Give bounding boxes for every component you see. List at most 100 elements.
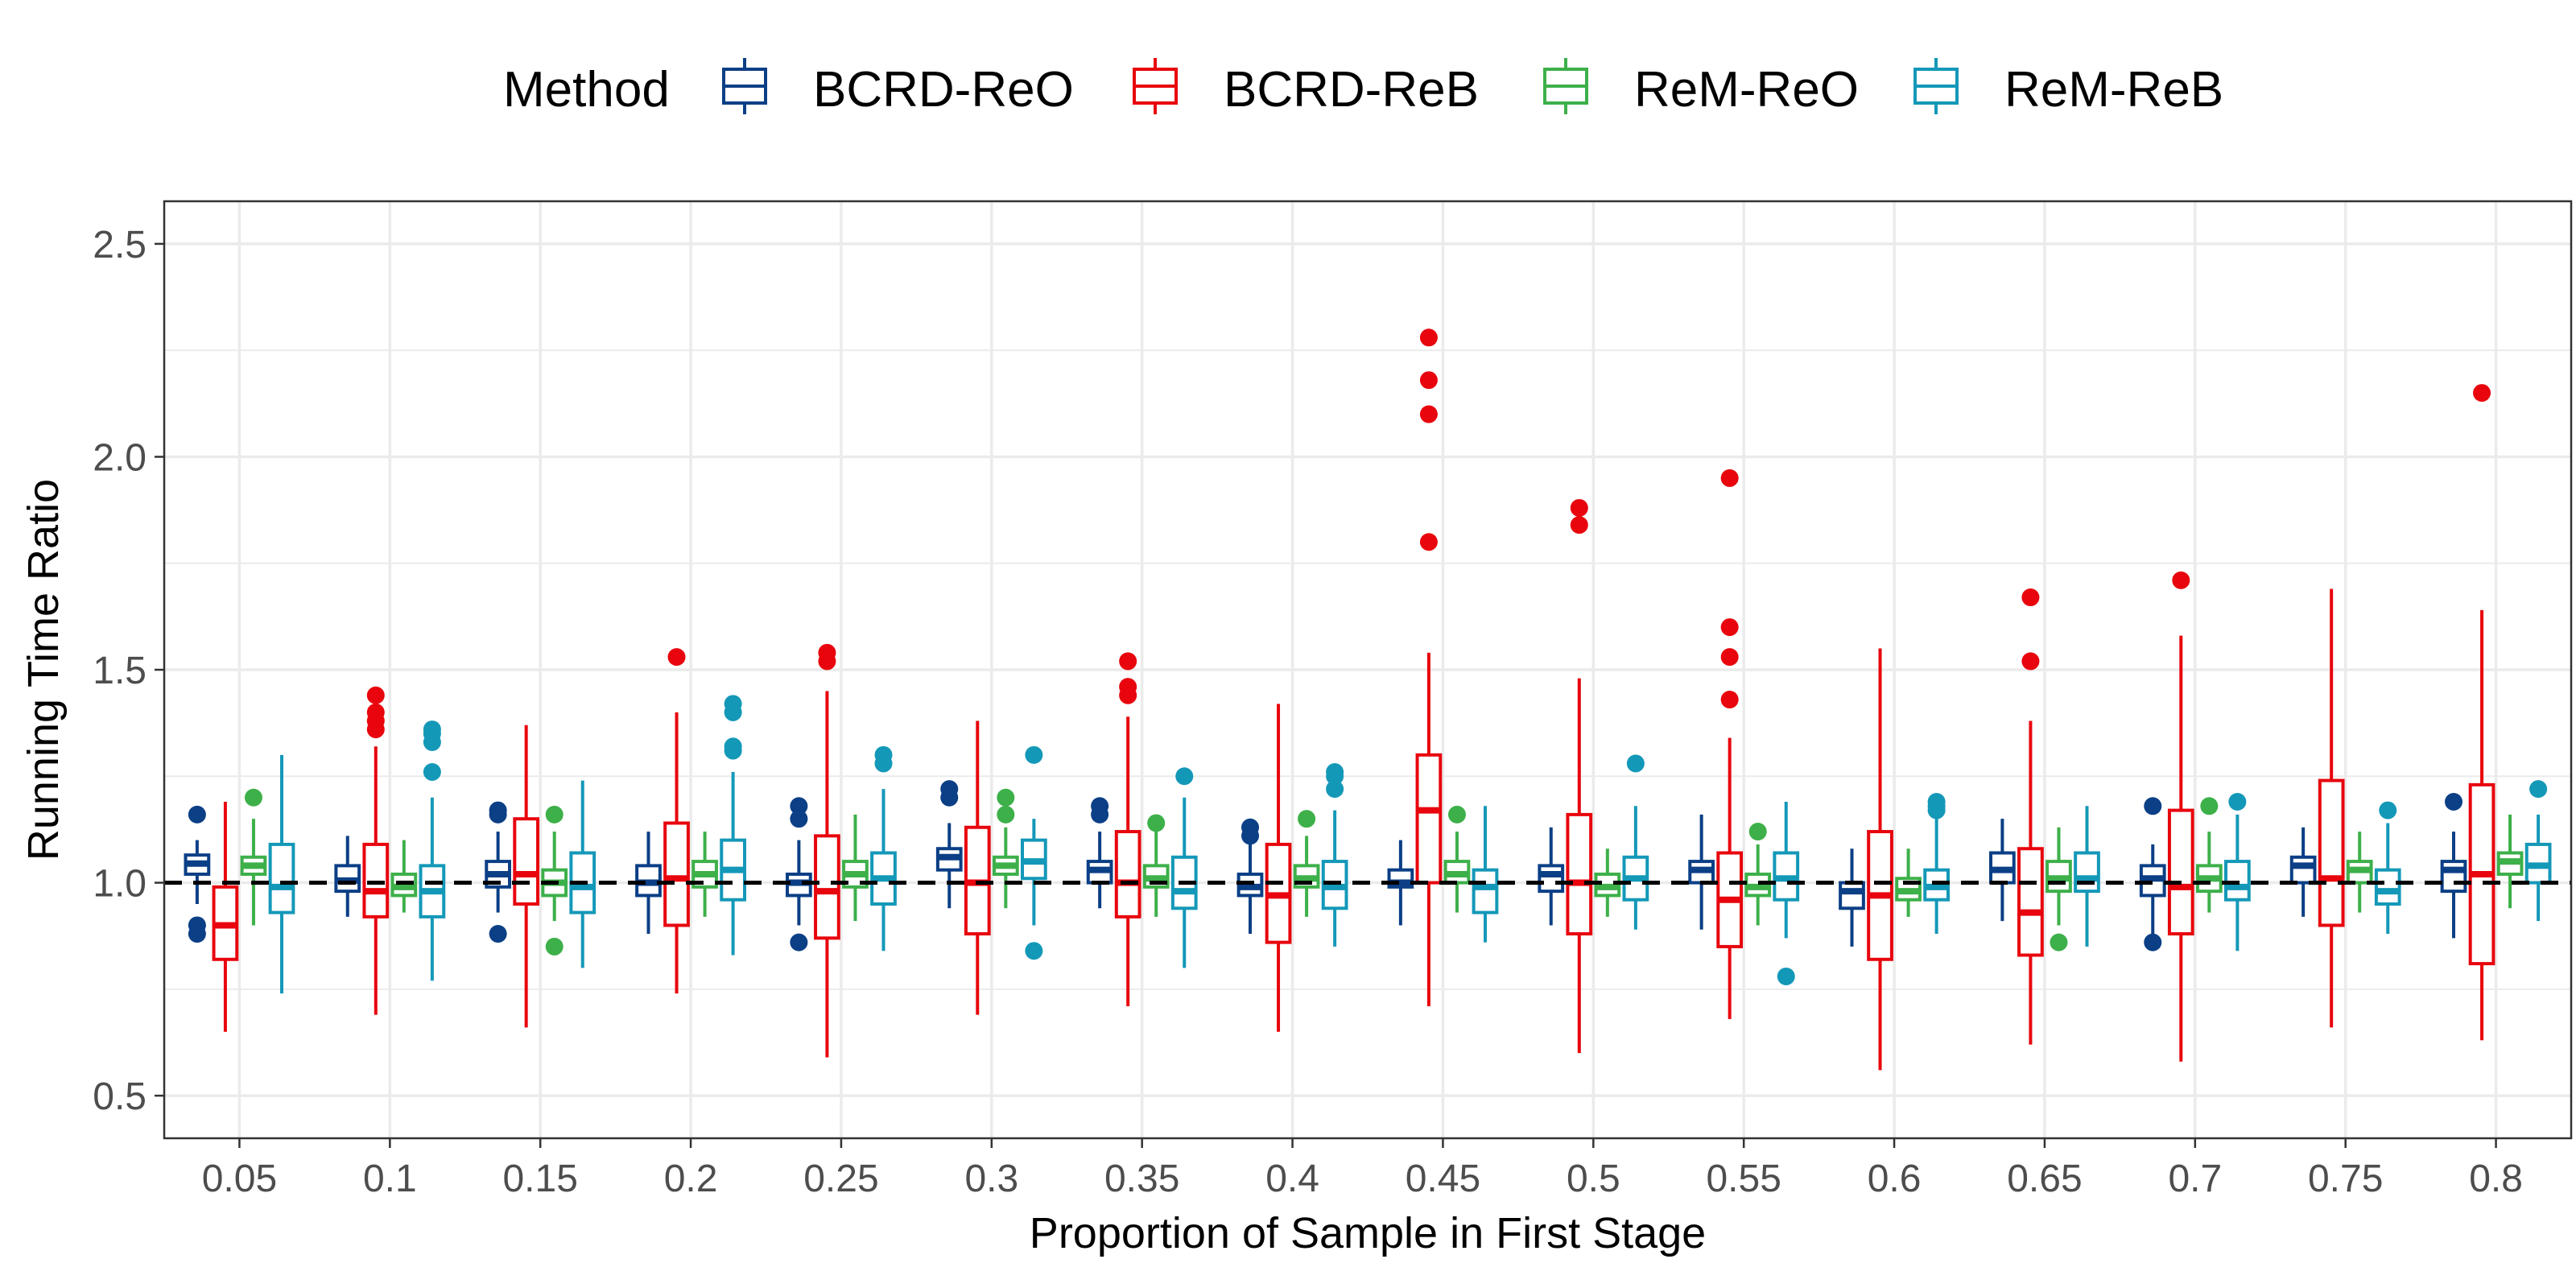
x-tick-label: 0.7 — [2168, 1158, 2222, 1200]
legend-label: BCRD-ReB — [1224, 62, 1479, 118]
rem-reb-box-0-5 — [1622, 754, 1649, 930]
outlier-point — [2144, 933, 2162, 952]
bcrd-reo-box-0-1 — [334, 836, 361, 917]
rem-reb-box-0-2 — [720, 695, 746, 956]
outlier-point — [790, 810, 808, 828]
iqr-box — [2289, 855, 2317, 885]
outlier-point — [1748, 823, 1767, 841]
rem-reo-box-0-65 — [2046, 827, 2072, 952]
iqr-box — [814, 834, 840, 940]
y-axis-title: Running Time Ratio — [19, 479, 68, 861]
bcrd-reb-box-0-2 — [663, 648, 690, 994]
y-tick-label: 0.5 — [93, 1075, 147, 1118]
outlier-point — [423, 762, 441, 781]
bcrd-reo-box-0-55 — [1688, 814, 1715, 930]
rem-reo-box-0-8 — [2496, 814, 2524, 909]
outlier-point — [1447, 805, 1466, 824]
rem-reo-box-0-7 — [2195, 797, 2223, 913]
bcrd-reo-box-0-05 — [184, 805, 211, 943]
bcrd-reb-box-0-1 — [362, 686, 390, 1015]
x-axis-title: Proportion of Sample in First Stage — [1030, 1209, 1706, 1257]
outlier-point — [2529, 780, 2548, 799]
rem-reb-box-0-8 — [2524, 780, 2552, 922]
outlier-point — [489, 805, 507, 824]
outlier-point — [2050, 933, 2068, 952]
bcrd-reo-box-0-75 — [2289, 827, 2317, 917]
x-axis: 0.05 0.1 0.15 0.2 0.25 0.3 0.35 0.4 0.45 0.5 0.55 0… — [202, 1138, 2523, 1200]
outlier-point — [489, 925, 507, 943]
legend-item-bcrd-reb: BCRD-ReB — [1133, 58, 1479, 118]
outlier-point — [366, 686, 385, 704]
legend-item-bcrd-reo: BCRD-ReO — [722, 58, 1074, 118]
outlier-point — [1777, 967, 1795, 985]
outlier-point — [1419, 371, 1438, 390]
outlier-point — [1119, 686, 1137, 704]
x-tick-label: 0.05 — [202, 1158, 277, 1200]
outlier-point — [1025, 745, 1043, 764]
bcrd-reb-box-0-45 — [1415, 328, 1443, 1006]
x-tick-label: 0.2 — [664, 1158, 718, 1200]
outlier-point — [188, 805, 206, 824]
bcrd-reo-box-0-35 — [1086, 797, 1113, 909]
outlier-point — [2473, 384, 2491, 402]
rem-reo-box-0-5 — [1594, 848, 1621, 917]
outlier-point — [2379, 801, 2397, 819]
bcrd-reb-box-0-5 — [1566, 498, 1593, 1054]
rem-reb-box-0-05 — [268, 754, 295, 994]
outlier-point — [818, 652, 836, 671]
iqr-box — [2074, 851, 2100, 894]
iqr-box — [2017, 847, 2044, 957]
legend-label: ReM-ReO — [1634, 62, 1859, 118]
iqr-box — [2440, 860, 2467, 894]
x-tick-label: 0.75 — [2308, 1158, 2383, 1200]
y-tick-label: 1.5 — [93, 650, 147, 692]
bcrd-reo-box-0-65 — [1989, 819, 2016, 922]
outlier-point — [1720, 469, 1739, 487]
rem-reb-box-0-6 — [1923, 793, 1950, 935]
legend-title: Method — [503, 62, 670, 118]
x-tick-label: 0.8 — [2469, 1158, 2523, 1200]
x-tick-label: 0.3 — [964, 1158, 1018, 1200]
outlier-point — [188, 925, 206, 943]
outlier-point — [1025, 942, 1043, 960]
legend-item-rem-reo: ReM-ReO — [1543, 58, 1859, 118]
outlier-point — [790, 933, 808, 952]
outlier-point — [1720, 618, 1739, 637]
outlier-point — [2172, 571, 2190, 589]
bcrd-reb-box-0-8 — [2468, 384, 2496, 1041]
bcrd-reb-box-0-15 — [513, 724, 540, 1028]
outlier-point — [1241, 827, 1260, 845]
outlier-point — [2445, 793, 2463, 811]
outlier-point — [1720, 691, 1739, 709]
bcrd-reo-box-0-8 — [2440, 793, 2467, 939]
bcrd-reo-box-0-3 — [935, 780, 963, 909]
iqr-box — [1114, 830, 1141, 919]
y-tick-label: 2.0 — [93, 436, 147, 479]
outlier-point — [2021, 588, 2040, 607]
iqr-box — [2318, 778, 2345, 927]
outlier-point — [1570, 498, 1588, 517]
outlier-point — [724, 741, 742, 760]
iqr-box — [1538, 864, 1565, 894]
x-tick-label: 0.25 — [803, 1158, 878, 1200]
outlier-point — [1298, 810, 1316, 828]
x-tick-label: 0.15 — [502, 1158, 577, 1200]
outlier-point — [1419, 405, 1438, 423]
outlier-point — [874, 754, 893, 773]
gridlines — [164, 201, 2571, 1138]
outlier-point — [244, 788, 262, 807]
outlier-point — [2021, 652, 2040, 671]
legend-label: BCRD-ReO — [813, 62, 1074, 118]
iqr-box — [513, 817, 540, 906]
outlier-point — [2228, 793, 2247, 811]
bcrd-reo-box-0-7 — [2139, 797, 2166, 952]
rem-reb-box-0-7 — [2224, 793, 2251, 952]
iqr-box — [2224, 860, 2251, 902]
bcrd-reb-box-0-55 — [1716, 469, 1744, 1019]
x-tick-label: 0.4 — [1265, 1158, 1319, 1200]
rem-reb-box-0-45 — [1472, 806, 1499, 943]
legend-label: ReM-ReB — [2004, 62, 2223, 118]
x-tick-label: 0.45 — [1406, 1158, 1480, 1200]
outlier-point — [1147, 814, 1166, 832]
